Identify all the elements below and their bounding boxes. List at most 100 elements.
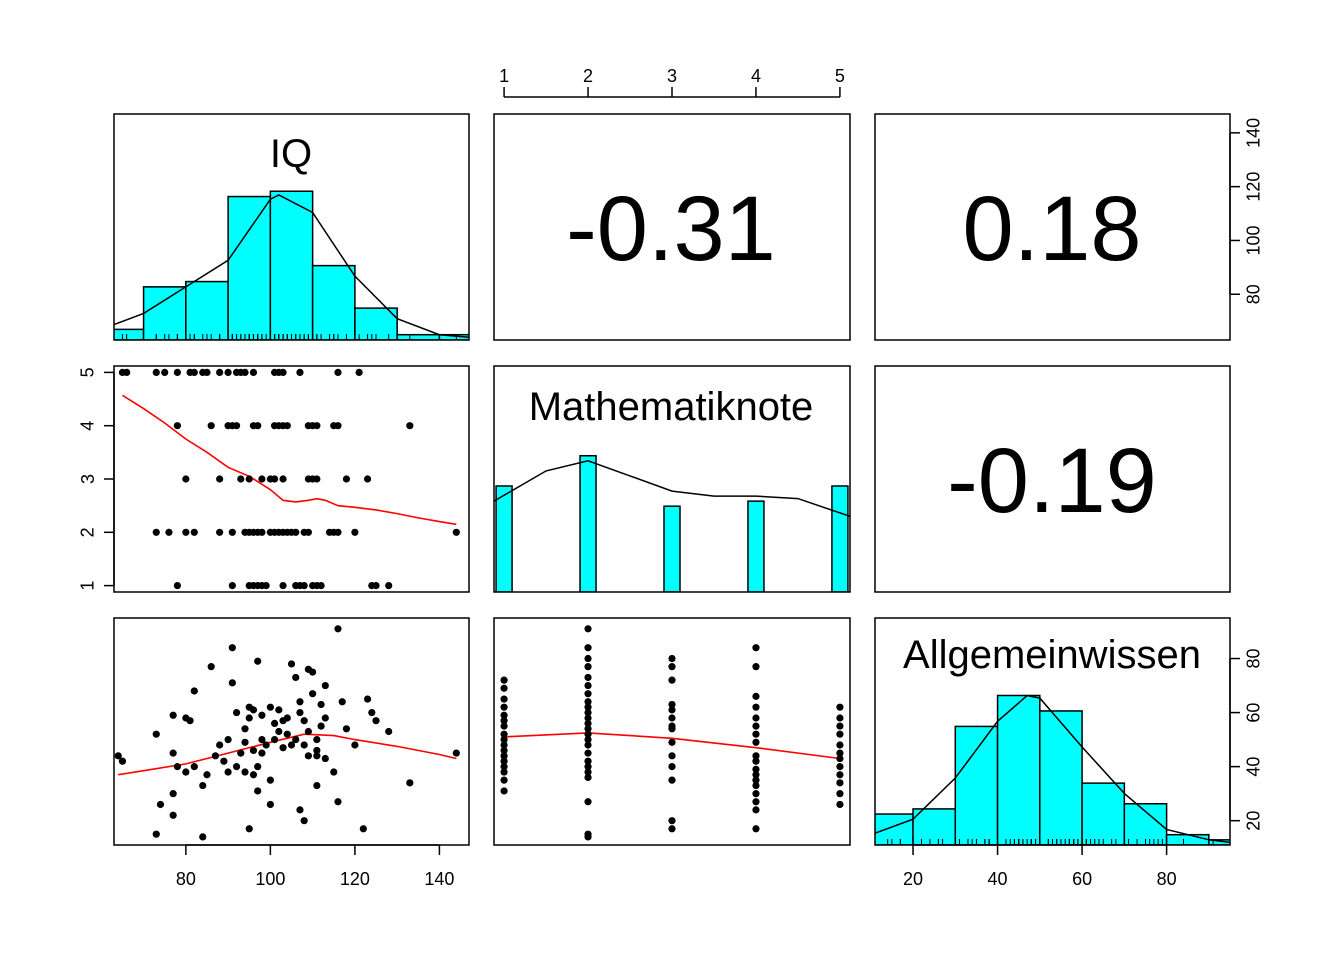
scatter-point-iq-vs-mathematiknote-70 (304, 528, 313, 536)
scatter-point-mathematiknote-vs-allgemeinwissen-7 (500, 730, 508, 738)
scatter-point-mathematiknote-vs-allgemeinwissen-21 (584, 673, 592, 682)
scatter-point-iq-vs-mathematiknote-73 (334, 528, 342, 536)
scatter-point-iq-vs-allgemeinwissen-0 (114, 752, 122, 760)
scatter-point-mathematiknote-vs-allgemeinwissen-31 (584, 736, 592, 744)
scatter-point-mathematiknote-vs-allgemeinwissen-49 (668, 738, 676, 746)
scatter-point-iq-vs-allgemeinwissen-20 (216, 741, 224, 749)
x-axis-allgemeinwissen-tick-label-3: 80 (1157, 869, 1177, 889)
histogram-bar-allgemeinwissen-2 (954, 725, 999, 845)
histogram-bar-iq-4 (269, 190, 314, 340)
scatter-point-iq-vs-mathematiknote-42 (258, 475, 266, 483)
scatter-point-mathematiknote-vs-allgemeinwissen-82 (836, 779, 844, 787)
correlation-mathematiknote-allgemeinwissen: -0.19 (947, 430, 1157, 532)
scatter-point-iq-vs-allgemeinwissen-49 (270, 719, 279, 727)
x-axis-top-mathematiknote-tick-label-0: 1 (499, 66, 509, 86)
x-axis-iq-tick-label-1: 100 (255, 869, 285, 889)
scatter-point-iq-vs-allgemeinwissen-88 (368, 708, 376, 717)
histogram-bar-allgemeinwissen-3 (996, 694, 1041, 845)
scatter-point-mathematiknote-vs-allgemeinwissen-58 (752, 703, 760, 711)
scatter-point-iq-vs-mathematiknote-52 (165, 528, 173, 536)
scatter-point-iq-vs-allgemeinwissen-86 (359, 825, 367, 833)
scatter-point-iq-vs-mathematiknote-91 (372, 582, 380, 590)
scatter-point-iq-vs-allgemeinwissen-48 (270, 736, 279, 744)
y-axis-right-allgemeinwissen-tick-label-2: 60 (1244, 703, 1264, 723)
scatter-point-iq-vs-allgemeinwissen-91 (406, 779, 414, 787)
scatter-point-iq-vs-allgemeinwissen-64 (300, 741, 308, 749)
scatter-point-iq-vs-allgemeinwissen-60 (296, 806, 304, 814)
scatter-point-mathematiknote-vs-allgemeinwissen-67 (752, 776, 760, 784)
scatter-point-mathematiknote-vs-allgemeinwissen-73 (836, 703, 844, 711)
scatter-point-iq-vs-mathematiknote-20 (355, 368, 363, 376)
scatter-group-mathematiknote-vs-allgemeinwissen (500, 625, 844, 841)
scatter-point-iq-vs-allgemeinwissen-63 (300, 717, 308, 725)
scatter-point-iq-vs-mathematiknote-48 (313, 475, 321, 483)
scatter-point-iq-vs-allgemeinwissen-41 (258, 711, 266, 719)
scatter-point-mathematiknote-vs-allgemeinwissen-61 (752, 730, 760, 738)
y-axis-right-iq-tick-label-3: 140 (1244, 118, 1264, 148)
y-axis-mathematiknote-tick-label-2: 3 (78, 474, 98, 484)
panel-title-iq: IQ (270, 132, 312, 176)
scatter-point-iq-vs-mathematiknote-92 (385, 582, 393, 590)
scatter-point-iq-vs-mathematiknote-8 (203, 368, 211, 376)
scatter-point-iq-vs-mathematiknote-75 (452, 528, 460, 536)
scatter-point-iq-vs-mathematiknote-27 (254, 422, 262, 430)
scatter-point-iq-vs-allgemeinwissen-6 (169, 811, 177, 819)
histogram-bar-mathematiknote-3 (747, 500, 765, 592)
smooth-line-iq-vs-mathematiknote (122, 394, 457, 526)
panel-frame-mathematiknote-mathematiknote (493, 365, 851, 593)
scatter-point-iq-vs-allgemeinwissen-47 (266, 800, 274, 809)
smooth-group-mathematiknote-vs-allgemeinwissen (504, 732, 841, 760)
histogram-iq (114, 190, 469, 340)
scatter-point-iq-vs-mathematiknote-61 (258, 528, 266, 536)
y-axis-right-iq-tick-label-2: 120 (1244, 172, 1264, 202)
scatter-point-iq-vs-allgemeinwissen-14 (190, 763, 198, 771)
scatter-point-iq-vs-mathematiknote-83 (279, 582, 287, 590)
scatter-point-iq-vs-allgemeinwissen-69 (309, 668, 317, 676)
scatter-point-iq-vs-allgemeinwissen-22 (224, 768, 232, 776)
scatter-point-mathematiknote-vs-allgemeinwissen-81 (836, 771, 844, 779)
histogram-bar-allgemeinwissen-7 (1165, 833, 1210, 845)
scatter-point-mathematiknote-vs-allgemeinwissen-36 (584, 768, 592, 776)
scatter-point-mathematiknote-vs-allgemeinwissen-25 (584, 703, 592, 711)
scatter-point-mathematiknote-vs-allgemeinwissen-23 (584, 690, 592, 698)
scatter-point-mathematiknote-vs-allgemeinwissen-32 (584, 741, 592, 749)
scatter-point-mathematiknote-vs-allgemeinwissen-30 (584, 730, 592, 738)
scatter-point-mathematiknote-vs-allgemeinwissen-0 (500, 676, 508, 684)
scatter-point-iq-vs-allgemeinwissen-25 (228, 679, 236, 687)
scatter-point-iq-vs-allgemeinwissen-80 (330, 768, 338, 776)
scatter-point-iq-vs-mathematiknote-76 (173, 582, 181, 590)
x-axis-top-mathematiknote-tick-label-3: 4 (751, 66, 761, 86)
scatter-point-iq-vs-allgemeinwissen-65 (300, 817, 308, 825)
scatter-point-iq-vs-mathematiknote-40 (237, 475, 245, 483)
scatter-point-iq-vs-mathematiknote-49 (342, 475, 351, 483)
scatter-point-mathematiknote-vs-allgemeinwissen-18 (584, 644, 592, 652)
density-curve-mathematiknote (494, 460, 850, 518)
panel-frame-iq-mathematiknote (493, 113, 851, 341)
scatter-point-iq-vs-allgemeinwissen-77 (321, 754, 329, 763)
scatter-point-iq-vs-mathematiknote-68 (292, 528, 300, 536)
scatter-point-iq-vs-allgemeinwissen-76 (317, 700, 325, 709)
scatter-point-iq-vs-mathematiknote-77 (228, 582, 236, 590)
histogram-bar-allgemeinwissen-1 (912, 808, 957, 845)
scatter-point-mathematiknote-vs-allgemeinwissen-46 (668, 714, 676, 722)
x-axis-top-mathematiknote-tick-label-4: 5 (835, 66, 845, 86)
scatter-point-mathematiknote-vs-allgemeinwissen-27 (584, 714, 592, 722)
scatter-point-iq-vs-allgemeinwissen-3 (152, 830, 160, 838)
scatter-point-mathematiknote-vs-allgemeinwissen-20 (584, 663, 592, 671)
scatter-point-mathematiknote-vs-allgemeinwissen-71 (752, 806, 760, 814)
scatter-point-iq-vs-allgemeinwissen-18 (207, 663, 215, 671)
x-axis-allgemeinwissen-tick-label-0: 20 (903, 869, 923, 889)
smooth-line-mathematiknote-vs-allgemeinwissen (504, 732, 841, 760)
scatter-point-mathematiknote-vs-allgemeinwissen-28 (584, 719, 592, 727)
scatter-point-iq-vs-allgemeinwissen-55 (283, 714, 291, 722)
scatter-point-mathematiknote-vs-allgemeinwissen-77 (836, 741, 844, 749)
scatter-point-iq-vs-mathematiknote-39 (216, 475, 224, 483)
histogram-bar-mathematiknote-2 (663, 505, 681, 592)
scatter-point-mathematiknote-vs-allgemeinwissen-19 (584, 654, 592, 663)
scatter-point-mathematiknote-vs-allgemeinwissen-11 (500, 752, 508, 760)
histogram-bar-mathematiknote-4 (831, 485, 849, 592)
scatter-point-mathematiknote-vs-allgemeinwissen-76 (836, 730, 844, 738)
y-axis-mathematiknote-tick-label-3: 4 (78, 421, 98, 431)
scatter-point-mathematiknote-vs-allgemeinwissen-15 (500, 776, 508, 784)
scatter-point-iq-vs-mathematiknote-44 (270, 475, 279, 483)
